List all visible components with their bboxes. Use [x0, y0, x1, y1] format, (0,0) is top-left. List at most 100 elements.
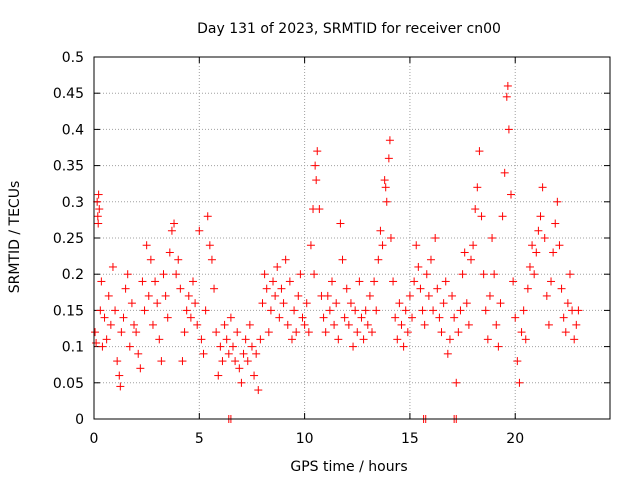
- data-point: [385, 136, 394, 145]
- data-point: [412, 241, 421, 250]
- data-point: [205, 241, 214, 250]
- data-point: [458, 270, 467, 279]
- data-point: [410, 277, 419, 286]
- data-point: [368, 328, 377, 337]
- data-point: [91, 328, 100, 337]
- data-point: [420, 320, 429, 329]
- data-point: [151, 277, 160, 286]
- data-point: [503, 81, 512, 90]
- y-tick-label: 0.05: [53, 376, 84, 392]
- data-point: [319, 313, 328, 322]
- data-point: [399, 342, 408, 351]
- data-point: [574, 306, 583, 315]
- data-point: [549, 248, 558, 257]
- data-point: [386, 234, 395, 242]
- data-point: [492, 320, 501, 329]
- data-point: [172, 270, 181, 279]
- data-point: [443, 349, 452, 358]
- data-point: [195, 226, 204, 235]
- data-point: [475, 147, 484, 156]
- x-axis-label: GPS time / hours: [290, 459, 407, 475]
- data-point: [353, 328, 362, 337]
- data-point: [279, 299, 288, 308]
- data-point: [540, 234, 549, 242]
- data-point: [123, 270, 132, 279]
- data-point: [258, 299, 267, 308]
- data-point: [372, 306, 381, 315]
- data-point: [182, 306, 191, 315]
- data-point: [199, 349, 208, 358]
- data-point: [462, 299, 471, 308]
- data-point: [216, 342, 225, 351]
- data-point: [222, 335, 231, 344]
- data-point: [237, 378, 246, 387]
- data-point: [519, 306, 528, 315]
- data-point: [165, 248, 174, 257]
- data-point: [239, 349, 248, 358]
- data-point: [464, 320, 473, 329]
- data-point: [338, 255, 347, 264]
- data-point: [142, 241, 151, 250]
- data-point: [252, 349, 261, 358]
- data-point: [507, 190, 516, 199]
- data-point: [95, 205, 104, 214]
- data-point: [393, 335, 402, 344]
- data-point: [104, 291, 113, 300]
- data-point: [441, 277, 450, 286]
- data-point: [452, 378, 461, 387]
- data-point: [310, 270, 319, 279]
- data-point: [298, 313, 307, 322]
- data-point: [403, 328, 412, 337]
- data-point: [424, 291, 433, 300]
- data-point: [275, 313, 284, 322]
- data-point: [108, 262, 117, 271]
- data-point: [94, 190, 103, 199]
- y-tick-label: 0.45: [53, 86, 84, 102]
- data-point: [349, 342, 358, 351]
- data-point: [144, 291, 153, 300]
- data-point: [380, 176, 389, 185]
- data-point: [245, 320, 254, 329]
- data-point: [515, 378, 524, 387]
- data-point: [405, 291, 414, 300]
- data-point: [264, 328, 273, 337]
- data-point: [140, 306, 149, 315]
- data-point: [479, 270, 488, 279]
- data-point: [555, 241, 564, 250]
- y-axis-label: SRMTID / TECUs: [7, 181, 23, 294]
- data-point: [359, 335, 368, 344]
- data-point: [342, 284, 351, 293]
- data-point: [498, 212, 507, 221]
- data-point: [115, 371, 124, 380]
- data-point: [153, 299, 162, 308]
- data-point: [102, 335, 111, 344]
- data-point: [96, 306, 105, 315]
- data-point: [528, 241, 537, 250]
- data-point: [113, 357, 122, 366]
- data-point: [235, 364, 244, 373]
- data-point: [136, 364, 145, 373]
- data-point: [260, 270, 269, 279]
- data-point: [485, 291, 494, 300]
- data-point: [561, 328, 570, 337]
- data-point: [437, 328, 446, 337]
- data-point: [146, 255, 155, 264]
- data-point: [197, 335, 206, 344]
- data-point: [229, 342, 238, 351]
- data-point: [344, 320, 353, 329]
- data-point: [357, 313, 366, 322]
- data-point: [312, 176, 321, 185]
- y-tick-label: 0.2: [62, 267, 84, 283]
- data-point: [294, 291, 303, 300]
- data-point: [188, 277, 197, 286]
- data-point: [553, 197, 562, 206]
- data-point: [340, 313, 349, 322]
- data-point: [296, 270, 305, 279]
- data-point: [306, 241, 315, 250]
- data-point: [178, 357, 187, 366]
- data-point: [551, 219, 560, 228]
- data-point: [315, 205, 324, 214]
- data-point: [233, 328, 242, 337]
- data-point: [433, 284, 442, 293]
- data-point: [111, 306, 120, 315]
